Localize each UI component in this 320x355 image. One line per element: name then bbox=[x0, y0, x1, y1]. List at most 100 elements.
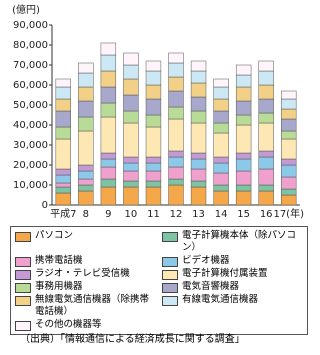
bar-segment bbox=[190, 168, 207, 182]
bar-segment bbox=[258, 112, 274, 124]
legend-label: 無線電気通信機器（除携帯電話機） bbox=[35, 294, 150, 317]
bar-segment bbox=[281, 118, 297, 132]
legend-item: 有線電気通信機器 bbox=[162, 294, 303, 318]
y-axis-label: (億円) bbox=[12, 3, 40, 16]
bar-segment bbox=[55, 168, 71, 176]
bar-segment bbox=[213, 190, 229, 206]
x-tick-label: 14 bbox=[215, 209, 228, 220]
bar-segment bbox=[55, 174, 71, 184]
y-tick-label: 10,000 bbox=[13, 180, 48, 191]
legend-item: 携帯電話機 bbox=[15, 255, 156, 267]
legend-label: 事務用機器 bbox=[35, 281, 83, 292]
bar-segment bbox=[168, 184, 184, 206]
bar-segment bbox=[145, 186, 162, 206]
bar-segment bbox=[100, 116, 117, 154]
bar-segment bbox=[235, 64, 252, 76]
bar-segment bbox=[168, 178, 184, 186]
bar-segment bbox=[281, 98, 297, 110]
legend-label: 携帯電話機 bbox=[35, 255, 83, 266]
bar-segment bbox=[235, 124, 252, 154]
legend-swatch bbox=[15, 321, 31, 331]
bar-segment bbox=[145, 156, 162, 164]
bar-segment bbox=[258, 190, 274, 206]
x-tick-label: 12 bbox=[170, 209, 183, 220]
legend-label: 電子計算機本体（除パソコン） bbox=[182, 230, 297, 253]
bar-segment bbox=[190, 186, 207, 206]
legend-item: その他の機器等 bbox=[15, 319, 156, 331]
x-tick-label: 10 bbox=[125, 209, 138, 220]
bar-segment bbox=[100, 86, 117, 104]
legend-label: パソコン bbox=[35, 230, 74, 241]
bar-segment bbox=[123, 78, 139, 96]
legend-item: 事務用機器 bbox=[15, 281, 156, 293]
bar-segment bbox=[168, 118, 184, 152]
legend-swatch bbox=[15, 296, 31, 306]
bar-segment bbox=[258, 122, 274, 152]
bar-segment bbox=[213, 98, 229, 112]
y-tick-label: 60,000 bbox=[13, 80, 48, 91]
legend-label: 電子計算機付属装置 bbox=[182, 268, 268, 279]
bar-segment bbox=[168, 62, 184, 78]
bar-segment bbox=[213, 122, 229, 134]
legend-swatch bbox=[162, 296, 178, 306]
bar-segment bbox=[190, 122, 207, 154]
bar-segment bbox=[213, 132, 229, 158]
bar-segment bbox=[78, 100, 94, 118]
bar-segment bbox=[213, 156, 229, 164]
bar-segment bbox=[145, 180, 162, 188]
bar-segment bbox=[190, 82, 207, 98]
y-tick-label: 0 bbox=[42, 200, 48, 211]
bar-segment bbox=[145, 70, 162, 86]
bar-segment bbox=[168, 150, 184, 158]
bar-segment bbox=[281, 90, 297, 100]
legend-swatch bbox=[15, 257, 31, 267]
bar-segment bbox=[235, 152, 252, 160]
bar-segment bbox=[213, 110, 229, 124]
bar-segment bbox=[190, 158, 207, 170]
bar-segment bbox=[78, 190, 94, 206]
bar-segment bbox=[123, 156, 139, 164]
legend-swatch bbox=[162, 270, 178, 280]
bar-segment bbox=[213, 78, 229, 88]
bar-segment bbox=[78, 86, 94, 102]
bar-segment bbox=[100, 102, 117, 118]
bar-segment bbox=[100, 178, 117, 188]
bar-segment bbox=[190, 110, 207, 124]
bar-segment bbox=[145, 98, 162, 116]
bar-segment bbox=[123, 64, 139, 80]
bar-segment bbox=[123, 170, 139, 182]
bar-segment bbox=[78, 178, 94, 186]
x-tick-label: 8 bbox=[83, 209, 89, 220]
bar-segment bbox=[281, 194, 297, 206]
bar-segment bbox=[123, 180, 139, 188]
bar-segment bbox=[281, 176, 297, 190]
bar-segment bbox=[258, 98, 274, 114]
chart: (億円) 0 10,000 20,000 30,000 40,000 50,000 60,0… bbox=[12, 3, 304, 220]
bar-segment bbox=[281, 158, 297, 166]
legend-item: 電子計算機付属装置 bbox=[162, 268, 303, 280]
bar-segment bbox=[123, 186, 139, 206]
bar-segment bbox=[145, 170, 162, 182]
x-tick-label: 平成7 bbox=[50, 208, 76, 220]
bar-segment bbox=[258, 70, 274, 86]
bar-segment bbox=[235, 184, 252, 192]
bar-segment bbox=[168, 52, 184, 64]
legend-item: ラジオ・テレビ受信機 bbox=[15, 268, 156, 280]
bar-segment bbox=[78, 116, 94, 132]
bar-segment bbox=[235, 86, 252, 102]
y-tick-label: 80,000 bbox=[13, 40, 48, 51]
bar-segment bbox=[78, 72, 94, 88]
y-tick-label: 90,000 bbox=[13, 20, 48, 31]
legend-item: パソコン bbox=[15, 230, 156, 254]
y-tick-label: 50,000 bbox=[13, 100, 48, 111]
bar-segment bbox=[55, 110, 71, 128]
bar-segment bbox=[55, 138, 71, 170]
bar-segment bbox=[258, 184, 274, 192]
bar-segment bbox=[145, 162, 162, 172]
legend-label: 有線電気通信機器 bbox=[182, 294, 259, 305]
bar-segment bbox=[190, 152, 207, 160]
bar-segment bbox=[78, 164, 94, 172]
bar-segment bbox=[55, 192, 71, 206]
bar-segment bbox=[235, 190, 252, 206]
